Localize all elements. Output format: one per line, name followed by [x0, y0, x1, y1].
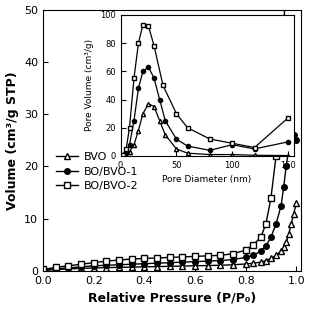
Line: BVO: BVO	[40, 200, 299, 273]
Line: BO/BVO-2: BO/BVO-2	[40, 0, 299, 272]
Legend: BVO, BO/BVO-1, BO/BVO-2: BVO, BO/BVO-1, BO/BVO-2	[54, 150, 141, 193]
Y-axis label: Volume (cm³/g STP): Volume (cm³/g STP)	[6, 71, 19, 210]
BO/BVO-1	[295, 139, 298, 142]
BO/BVO-1	[251, 254, 255, 257]
BVO	[54, 268, 58, 271]
BO/BVO-1	[168, 261, 172, 264]
BVO	[292, 212, 296, 215]
BO/BVO-1	[104, 264, 108, 267]
BVO	[117, 265, 121, 269]
BO/BVO-2	[142, 257, 146, 260]
BVO	[274, 254, 278, 257]
BO/BVO-1	[41, 268, 45, 272]
BO/BVO-1	[92, 264, 95, 268]
BVO	[206, 264, 210, 268]
BO/BVO-1	[274, 222, 278, 226]
BVO	[193, 264, 197, 268]
BO/BVO-2	[92, 261, 95, 264]
BO/BVO-1	[231, 258, 235, 261]
BO/BVO-2	[117, 258, 121, 262]
BO/BVO-1	[292, 133, 296, 137]
BO/BVO-2	[264, 222, 268, 226]
BO/BVO-2	[218, 254, 222, 257]
BVO	[287, 232, 290, 236]
BO/BVO-2	[274, 154, 278, 158]
BVO	[279, 249, 283, 253]
BVO	[269, 257, 273, 260]
BO/BVO-1	[180, 260, 184, 264]
BVO	[79, 267, 83, 270]
BVO	[295, 201, 298, 205]
BO/BVO-1	[244, 255, 248, 259]
BO/BVO-2	[54, 265, 58, 269]
BO/BVO-1	[206, 259, 210, 263]
BO/BVO-2	[231, 252, 235, 256]
BO/BVO-2	[41, 268, 45, 271]
BVO	[67, 267, 70, 271]
BO/BVO-2	[251, 243, 255, 247]
BO/BVO-1	[54, 267, 58, 271]
BO/BVO-2	[180, 255, 184, 259]
BVO	[92, 266, 95, 270]
BVO	[130, 265, 134, 269]
BO/BVO-2	[168, 255, 172, 259]
BO/BVO-1	[155, 261, 159, 265]
BVO	[142, 265, 146, 269]
BVO	[284, 241, 288, 244]
BVO	[41, 269, 45, 272]
BO/BVO-2	[104, 259, 108, 263]
X-axis label: Relative Pressure (P/P₀): Relative Pressure (P/P₀)	[88, 291, 256, 304]
BO/BVO-2	[130, 257, 134, 261]
BO/BVO-1	[117, 263, 121, 267]
BO/BVO-2	[79, 262, 83, 266]
BO/BVO-1	[67, 266, 70, 270]
BO/BVO-1	[287, 146, 290, 150]
BVO	[104, 266, 108, 269]
BVO	[168, 264, 172, 268]
BVO	[244, 262, 248, 266]
BO/BVO-2	[193, 255, 197, 258]
BO/BVO-1	[130, 262, 134, 266]
BO/BVO-1	[264, 244, 268, 248]
BVO	[155, 265, 159, 268]
BO/BVO-2	[269, 196, 273, 200]
BO/BVO-2	[279, 86, 283, 90]
BVO	[218, 264, 222, 267]
BVO	[231, 263, 235, 267]
BVO	[251, 261, 255, 265]
BO/BVO-1	[289, 136, 293, 140]
BO/BVO-2	[259, 235, 263, 239]
BVO	[180, 264, 184, 268]
BO/BVO-2	[155, 256, 159, 260]
BO/BVO-2	[282, 29, 285, 32]
BO/BVO-1	[284, 165, 288, 168]
BVO	[282, 246, 285, 249]
Line: BO/BVO-1: BO/BVO-1	[40, 132, 299, 273]
BVO	[289, 222, 293, 226]
BO/BVO-1	[79, 265, 83, 269]
BVO	[264, 259, 268, 263]
BVO	[259, 260, 263, 264]
BO/BVO-1	[282, 185, 285, 189]
BO/BVO-2	[206, 254, 210, 258]
BO/BVO-1	[269, 235, 273, 239]
BO/BVO-2	[67, 264, 70, 268]
BO/BVO-1	[193, 260, 197, 264]
BO/BVO-1	[218, 259, 222, 263]
BO/BVO-1	[142, 262, 146, 266]
BO/BVO-1	[259, 249, 263, 253]
BO/BVO-1	[279, 204, 283, 207]
BO/BVO-2	[244, 248, 248, 252]
